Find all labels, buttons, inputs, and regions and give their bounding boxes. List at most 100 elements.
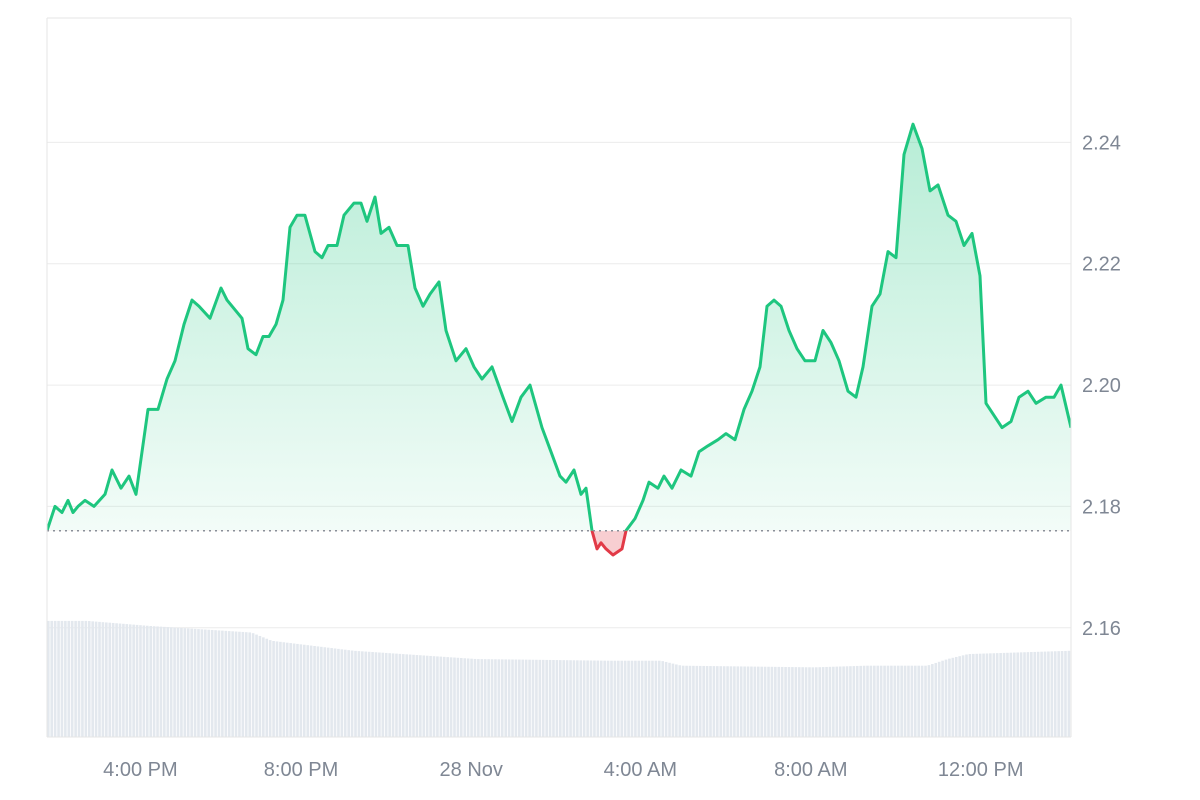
volume-bar	[67, 620, 71, 737]
volume-bar	[473, 658, 477, 737]
x-tick-label: 8:00 PM	[264, 759, 338, 781]
volume-bar	[330, 648, 333, 737]
volume-bar	[818, 667, 822, 737]
volume-bar	[337, 648, 340, 737]
volume-bar	[500, 659, 504, 737]
volume-bar	[347, 650, 350, 737]
volume-bar	[890, 665, 893, 737]
volume-bar	[634, 660, 637, 737]
volume-bar	[610, 660, 613, 737]
volume-bar	[559, 660, 562, 737]
volume-bar	[951, 657, 955, 737]
volume-bar	[210, 629, 214, 737]
volume-bar	[279, 641, 282, 737]
x-tick-label: 12:00 PM	[938, 759, 1024, 781]
volume-bar	[309, 645, 313, 737]
volume-bar	[64, 620, 67, 737]
volume-bar	[357, 651, 361, 737]
volume-bar	[224, 630, 228, 737]
volume-bar	[367, 651, 371, 737]
volume-bar	[579, 660, 583, 737]
volume-bar	[913, 665, 917, 737]
volume-bar	[931, 664, 934, 737]
volume-bar	[152, 626, 156, 737]
volume-bar	[323, 647, 327, 737]
volume-bars	[47, 620, 1071, 737]
volume-bar	[395, 653, 398, 737]
volume-bar	[620, 660, 624, 737]
volume-bar	[907, 665, 910, 737]
volume-bar	[681, 665, 685, 737]
volume-bar	[849, 666, 852, 737]
y-tick-label: 2.16	[1082, 618, 1121, 640]
volume-bar	[774, 666, 777, 737]
volume-bar	[767, 666, 770, 737]
volume-bar	[712, 666, 716, 737]
volume-bar	[920, 665, 924, 737]
volume-bar	[661, 661, 665, 737]
volume-bar	[449, 657, 453, 737]
volume-bar	[1057, 651, 1060, 737]
volume-bar	[654, 660, 658, 737]
volume-bar	[657, 660, 661, 737]
volume-bar	[446, 657, 449, 737]
volume-bar	[664, 661, 668, 737]
volume-bar	[797, 667, 801, 737]
volume-bar	[617, 660, 620, 737]
volume-bar	[565, 660, 569, 737]
volume-bar	[391, 653, 395, 737]
volume-bar	[637, 660, 641, 737]
volume-bar	[1064, 650, 1067, 737]
volume-bar	[705, 666, 709, 737]
volume-bar	[999, 653, 1002, 737]
volume-bar	[784, 666, 787, 737]
volume-bar	[101, 622, 105, 737]
volume-bar	[586, 660, 589, 737]
volume-bar	[333, 648, 337, 737]
volume-bar	[958, 656, 961, 737]
volume-bar	[169, 627, 173, 737]
volume-bar	[463, 658, 467, 737]
volume-bar	[326, 647, 330, 737]
volume-bar	[1009, 652, 1013, 737]
volume-bar	[903, 665, 907, 737]
volume-bar	[862, 665, 866, 737]
volume-bar	[398, 653, 402, 737]
volume-bar	[883, 665, 886, 737]
volume-bar	[483, 659, 487, 737]
volume-bar	[535, 659, 538, 737]
volume-bar	[1016, 652, 1019, 737]
volume-bar	[53, 620, 57, 737]
volume-bar	[241, 631, 245, 737]
volume-bar	[388, 653, 391, 737]
volume-bar	[910, 665, 914, 737]
volume-bar	[258, 635, 262, 737]
volume-bar	[432, 656, 436, 737]
volume-bar	[982, 653, 985, 737]
volume-bar	[852, 666, 856, 737]
volume-bar	[480, 659, 484, 737]
volume-bar	[1030, 652, 1033, 737]
volume-bar	[268, 640, 272, 737]
volume-bar	[821, 667, 825, 737]
volume-bar	[125, 624, 129, 737]
volume-bar	[801, 667, 804, 737]
volume-bar	[163, 626, 166, 737]
volume-bar	[756, 666, 760, 737]
volume-bar	[770, 666, 774, 737]
volume-bar	[115, 623, 118, 737]
volume-bar	[507, 659, 511, 737]
volume-bar	[214, 630, 217, 737]
volume-bar	[780, 666, 784, 737]
volume-bar	[453, 657, 456, 737]
volume-bar	[937, 661, 941, 737]
volume-bar	[470, 658, 473, 737]
volume-bar	[477, 659, 480, 737]
volume-bar	[722, 666, 726, 737]
volume-bar	[815, 667, 818, 737]
volume-bar	[753, 666, 757, 737]
volume-bar	[572, 660, 576, 737]
volume-bar	[91, 621, 94, 737]
volume-bar	[190, 628, 193, 737]
